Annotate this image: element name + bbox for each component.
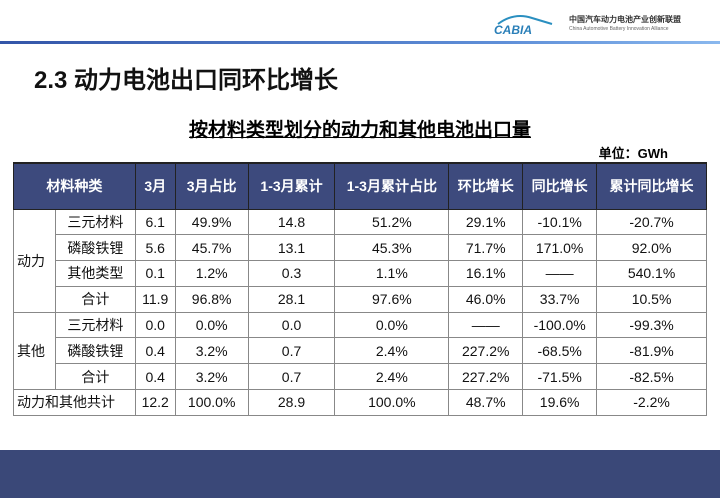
value-cell: 49.9%: [174, 208, 249, 236]
value-cell: -99.3%: [596, 311, 707, 339]
unit-label: 单位：GWh: [598, 146, 668, 161]
group-label: 动力: [13, 208, 56, 313]
value-cell: 0.0: [247, 311, 336, 339]
table-row: 动力 三元材料 6.1 49.9% 14.8 51.2% 29.1% -10.1% -20.7%: [13, 208, 707, 313]
material-cell: 三元材料: [54, 208, 136, 236]
table-row: 磷酸铁锂 0.4 3.2% 0.7 2.4% 227.2% -68.5% -81.9%: [14, 337, 707, 365]
table-row: 磷酸铁锂 5.6 45.7% 13.1 45.3% 71.7% 171.0% 92.0%: [14, 234, 707, 262]
group-label: 其他: [13, 311, 56, 391]
column-header: 同比增长: [522, 162, 598, 210]
material-cell: 磷酸铁锂: [54, 337, 136, 365]
value-cell: 0.7: [247, 337, 336, 365]
value-cell: -20.7%: [596, 208, 707, 236]
value-cell: -10.1%: [522, 208, 598, 236]
value-cell: 0.4: [134, 337, 176, 365]
value-cell: 100.0%: [174, 389, 249, 416]
value-cell: 2.4%: [334, 337, 450, 365]
value-cell: 3.2%: [174, 337, 249, 365]
material-cell: 磷酸铁锂: [54, 234, 136, 262]
value-cell: 13.1: [247, 234, 336, 262]
value-cell: 45.3%: [334, 234, 450, 262]
value-cell: ——: [522, 260, 598, 287]
material-cell: 三元材料: [54, 311, 136, 339]
value-cell: 29.1%: [448, 208, 524, 236]
export-table: 材料种类 3月 3月占比 1-3月累计 1-3月累计占比 环比增长 同比增长 累计同比增长 动…: [13, 162, 707, 416]
value-cell: 1.2%: [174, 260, 249, 287]
value-cell: 28.1: [247, 285, 336, 313]
value-cell: 48.7%: [448, 389, 524, 416]
column-header: 1-3月累计: [247, 162, 336, 210]
value-cell: -81.9%: [596, 337, 707, 365]
material-cell: 其他类型: [54, 260, 136, 287]
value-cell: 540.1%: [596, 260, 707, 287]
value-cell: ——: [448, 311, 524, 339]
value-cell: 2.4%: [334, 363, 450, 391]
value-cell: 0.0: [134, 311, 176, 339]
value-cell: 0.7: [247, 363, 336, 391]
value-cell: 16.1%: [448, 260, 524, 287]
slide-title: 2.3 动力电池出口同环比增长: [34, 67, 339, 94]
column-header: 累计同比增长: [596, 162, 707, 210]
value-cell: -82.5%: [596, 363, 707, 391]
value-cell: 3.2%: [174, 363, 249, 391]
value-cell: 97.6%: [334, 285, 450, 313]
value-cell: -68.5%: [522, 337, 598, 365]
value-cell: -2.2%: [596, 389, 707, 416]
column-header: 3月: [134, 162, 176, 210]
value-cell: 6.1: [134, 208, 176, 236]
table-title: 按材料类型划分的动力和其他电池出口量: [188, 120, 531, 141]
material-cell: 合计: [54, 363, 136, 391]
value-cell: 0.1: [134, 260, 176, 287]
value-cell: 71.7%: [448, 234, 524, 262]
org-name-en: China Automotive Battery Innovation Alli…: [569, 26, 669, 32]
column-header: 3月占比: [174, 162, 249, 210]
value-cell: 0.4: [134, 363, 176, 391]
value-cell: 45.7%: [174, 234, 249, 262]
column-header: 材料种类: [13, 162, 136, 210]
value-cell: 51.2%: [334, 208, 450, 236]
table-row: 合计 0.4 3.2% 0.7 2.4% 227.2% -71.5% -82.5%: [14, 363, 707, 391]
value-cell: 14.8: [247, 208, 336, 236]
value-cell: 0.0%: [334, 311, 450, 339]
table-row: 其他 三元材料 0.0 0.0% 0.0 0.0% —— -100.0% -99.3%: [13, 311, 707, 391]
value-cell: 12.2: [134, 389, 176, 416]
column-header: 1-3月累计占比: [334, 162, 450, 210]
footer-band: [0, 450, 720, 498]
value-cell: 227.2%: [448, 337, 524, 365]
svg-text:CABIA: CABIA: [494, 23, 532, 36]
value-cell: 0.0%: [174, 311, 249, 339]
material-cell: 合计: [54, 285, 136, 313]
value-cell: 5.6: [134, 234, 176, 262]
value-cell: 28.9: [247, 389, 336, 416]
org-name: 中国汽车动力电池产业创新联盟: [569, 15, 681, 24]
value-cell: 227.2%: [448, 363, 524, 391]
value-cell: 96.8%: [174, 285, 249, 313]
total-label: 动力和其他共计: [13, 389, 136, 416]
value-cell: 33.7%: [522, 285, 598, 313]
value-cell: 10.5%: [596, 285, 707, 313]
header-divider: [0, 41, 720, 44]
value-cell: 0.3: [247, 260, 336, 287]
column-header: 环比增长: [448, 162, 524, 210]
value-cell: 171.0%: [522, 234, 598, 262]
value-cell: -100.0%: [522, 311, 598, 339]
table-row: 合计 11.9 96.8% 28.1 97.6% 46.0% 33.7% 10.5%: [14, 285, 707, 313]
value-cell: -71.5%: [522, 363, 598, 391]
value-cell: 100.0%: [334, 389, 450, 416]
cabia-logo: CABIA: [494, 15, 553, 36]
value-cell: 46.0%: [448, 285, 524, 313]
value-cell: 19.6%: [522, 389, 598, 416]
table-row: 其他类型 0.1 1.2% 0.3 1.1% 16.1% —— 540.1%: [14, 260, 707, 287]
value-cell: 11.9: [134, 285, 176, 313]
value-cell: 92.0%: [596, 234, 707, 262]
total-row: 动力和其他共计 12.2 100.0% 28.9 100.0% 48.7% 19.6% -2.…: [13, 389, 707, 416]
value-cell: 1.1%: [334, 260, 450, 287]
